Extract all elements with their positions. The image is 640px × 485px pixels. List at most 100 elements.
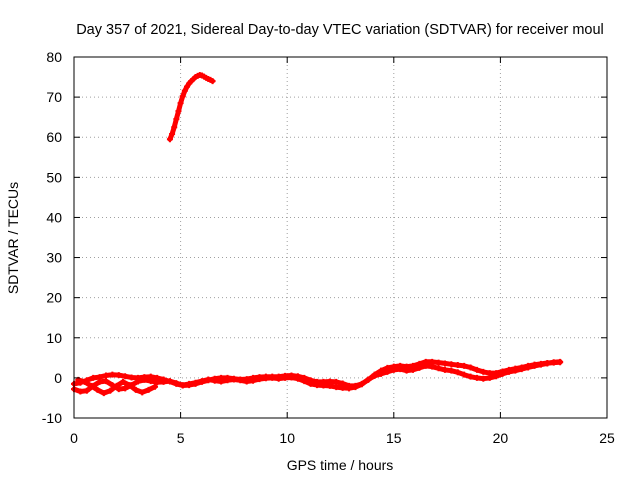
data-point [181, 87, 188, 94]
data-point [365, 376, 372, 383]
x-tick-label: 5 [177, 430, 185, 446]
data-point [166, 378, 173, 385]
data-point [358, 381, 365, 388]
y-tick-label: -10 [42, 410, 62, 426]
data-point [333, 384, 340, 391]
data-point [183, 83, 190, 90]
data-point [499, 370, 506, 377]
data-point [441, 366, 448, 373]
data-point [448, 367, 455, 374]
x-tick-label: 25 [599, 430, 615, 446]
data-point [288, 374, 295, 381]
data-point [166, 136, 173, 143]
data-point [480, 375, 487, 382]
data-point [550, 359, 557, 366]
data-point [81, 378, 88, 385]
data-point [301, 378, 308, 385]
data-point [230, 376, 237, 383]
data-point [480, 368, 487, 375]
y-axis-label: SDTVAR / TECUs [5, 182, 21, 294]
data-point [518, 366, 525, 373]
data-point [493, 373, 500, 380]
data-point [435, 359, 442, 366]
data-point [152, 383, 159, 390]
data-point [525, 364, 532, 371]
data-point [486, 374, 493, 381]
data-point [126, 382, 133, 389]
data-point [384, 368, 391, 375]
data-point [186, 380, 193, 387]
y-tick-label: 40 [46, 209, 62, 225]
y-tick-label: 20 [46, 290, 62, 306]
data-point [179, 93, 186, 100]
data-point [352, 384, 359, 391]
data-point [139, 389, 146, 396]
data-point [83, 387, 90, 394]
y-tick-label: 50 [46, 169, 62, 185]
y-tick-label: 10 [46, 330, 62, 346]
data-point [175, 108, 182, 115]
data-point [88, 382, 95, 389]
x-tick-label: 0 [70, 430, 78, 446]
data-point [422, 362, 429, 369]
data-point [390, 366, 397, 373]
data-point [333, 378, 340, 385]
data-point [115, 372, 122, 379]
data-point [467, 373, 474, 380]
x-tick-label: 15 [386, 430, 402, 446]
data-point [461, 371, 468, 378]
data-point [192, 379, 199, 386]
plot-data [71, 72, 564, 397]
data-point [403, 367, 410, 374]
data-point [314, 382, 321, 389]
plot-frame [73, 56, 608, 419]
data-point [94, 386, 101, 393]
data-point [173, 116, 180, 123]
data-point [473, 366, 480, 373]
data-point [557, 358, 564, 365]
data-point [160, 378, 167, 385]
y-tick-label: 30 [46, 250, 62, 266]
data-point [441, 360, 448, 367]
data-point [467, 364, 474, 371]
data-point [90, 374, 97, 381]
data-point [100, 390, 107, 397]
data-point [531, 362, 538, 369]
data-point [218, 378, 225, 385]
data-point [169, 131, 176, 138]
data-point [113, 382, 120, 389]
data-point [307, 380, 314, 387]
axis-tick-labels: 0 5 10 15 20 25 -10 0 10 20 30 40 50 60 70 80 [42, 49, 615, 446]
data-point [505, 368, 512, 375]
data-point [109, 371, 116, 378]
data-point [537, 361, 544, 368]
data-point [512, 367, 519, 374]
data-point [294, 375, 301, 382]
chart-title: Day 357 of 2021, Sidereal Day-to-day VTE… [76, 22, 604, 38]
x-tick-label: 20 [493, 430, 509, 446]
data-point [243, 378, 250, 385]
data-point [250, 377, 257, 384]
data-point [173, 380, 180, 387]
y-tick-label: 60 [46, 129, 62, 145]
data-point [132, 386, 139, 393]
data-point [102, 378, 109, 385]
data-point [461, 362, 468, 369]
data-point [179, 382, 186, 389]
data-point [269, 374, 276, 381]
data-point [205, 376, 212, 383]
data-point [145, 386, 152, 393]
data-point [120, 378, 127, 385]
data-point [128, 374, 135, 381]
data-point [416, 364, 423, 371]
data-point [339, 384, 346, 391]
data-point [209, 78, 216, 85]
data-point [107, 387, 114, 394]
data-point [154, 379, 161, 386]
data-point [122, 373, 129, 380]
data-point [326, 382, 333, 389]
data-point [454, 369, 461, 376]
